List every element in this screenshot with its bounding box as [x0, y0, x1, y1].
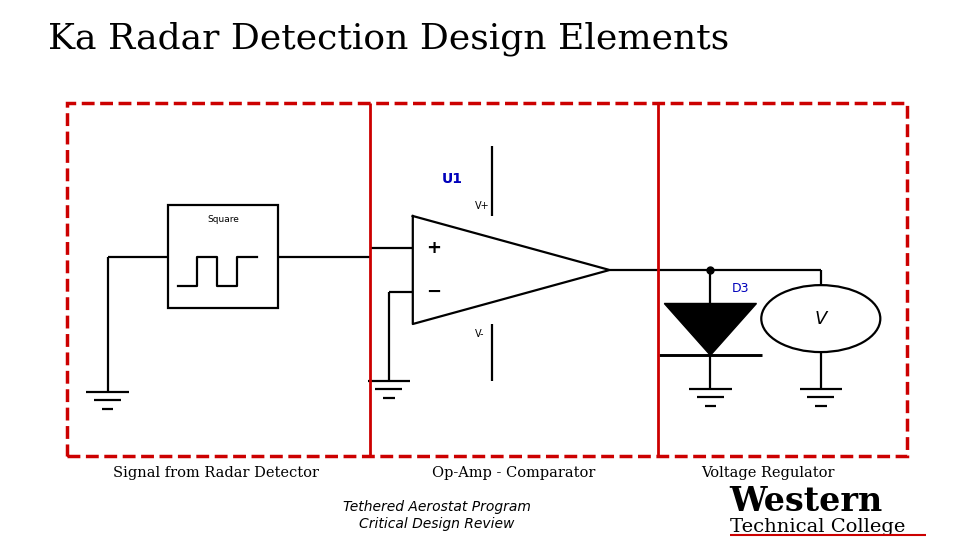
- Text: Technical College: Technical College: [730, 517, 905, 536]
- Bar: [168, 205, 278, 308]
- Text: V: V: [815, 309, 827, 328]
- Text: D3: D3: [732, 282, 749, 295]
- Text: Critical Design Review: Critical Design Review: [359, 517, 515, 531]
- Text: V+: V+: [475, 200, 490, 211]
- Text: U1: U1: [442, 172, 463, 186]
- Text: Western: Western: [730, 484, 883, 518]
- Circle shape: [761, 285, 880, 352]
- Text: Op-Amp - Comparator: Op-Amp - Comparator: [432, 465, 595, 480]
- Text: Voltage Regulator: Voltage Regulator: [701, 465, 835, 480]
- Text: Signal from Radar Detector: Signal from Radar Detector: [113, 465, 319, 480]
- Text: +: +: [426, 239, 442, 258]
- Text: Square: Square: [207, 215, 239, 224]
- Polygon shape: [664, 303, 756, 355]
- Text: Ka Radar Detection Design Elements: Ka Radar Detection Design Elements: [48, 22, 730, 56]
- Bar: [67, 103, 907, 456]
- Text: V-: V-: [475, 329, 485, 340]
- Text: Tethered Aerostat Program: Tethered Aerostat Program: [343, 500, 531, 514]
- Text: −: −: [426, 282, 442, 301]
